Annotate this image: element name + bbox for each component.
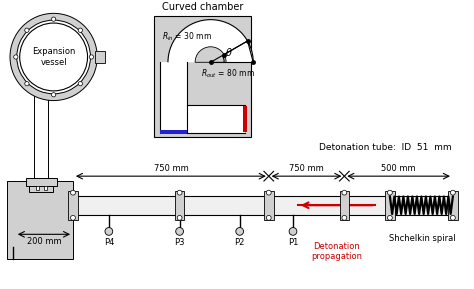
Bar <box>264 191 273 220</box>
Circle shape <box>289 227 297 235</box>
Bar <box>155 16 251 137</box>
Wedge shape <box>195 47 226 62</box>
Circle shape <box>52 17 56 21</box>
Text: $R_{in}$ = 30 mm: $R_{in}$ = 30 mm <box>162 31 212 43</box>
Text: Shchelkin spiral: Shchelkin spiral <box>389 234 455 243</box>
Bar <box>187 105 246 133</box>
Text: $R_{out}$ = 80 mm: $R_{out}$ = 80 mm <box>201 68 255 80</box>
Circle shape <box>105 227 113 235</box>
Circle shape <box>450 215 456 220</box>
Text: 500 mm: 500 mm <box>381 164 416 173</box>
Text: θ: θ <box>226 49 232 58</box>
Text: 750 mm: 750 mm <box>289 164 324 173</box>
Wedge shape <box>10 13 97 101</box>
Circle shape <box>78 28 82 32</box>
Text: 750 mm: 750 mm <box>154 164 188 173</box>
Circle shape <box>14 55 18 59</box>
Circle shape <box>52 93 56 97</box>
Circle shape <box>177 190 182 195</box>
Circle shape <box>71 190 75 195</box>
Circle shape <box>266 215 271 220</box>
Bar <box>160 62 187 133</box>
Circle shape <box>177 215 182 220</box>
Circle shape <box>236 227 244 235</box>
Circle shape <box>71 215 75 220</box>
Text: Expansion
vessel: Expansion vessel <box>32 47 75 67</box>
Bar <box>95 51 105 63</box>
Bar <box>175 191 184 220</box>
Bar <box>29 186 53 192</box>
Circle shape <box>387 190 392 195</box>
Bar <box>160 130 187 134</box>
Text: P1: P1 <box>288 238 298 247</box>
Circle shape <box>89 55 93 59</box>
Text: Detonation
propagation: Detonation propagation <box>311 242 362 262</box>
Circle shape <box>25 28 29 32</box>
Text: P3: P3 <box>174 238 185 247</box>
Text: Detonation tube:  ID  51  mm: Detonation tube: ID 51 mm <box>319 143 451 152</box>
Circle shape <box>25 81 29 86</box>
Circle shape <box>176 227 183 235</box>
Circle shape <box>78 81 82 86</box>
Text: 200 mm: 200 mm <box>27 237 61 246</box>
Bar <box>68 191 78 220</box>
Circle shape <box>342 190 347 195</box>
Circle shape <box>266 190 271 195</box>
Circle shape <box>450 190 456 195</box>
Bar <box>73 196 453 215</box>
Text: P4: P4 <box>104 238 114 247</box>
Circle shape <box>342 215 347 220</box>
Bar <box>448 191 458 220</box>
Bar <box>34 94 48 181</box>
Bar <box>243 106 247 131</box>
Bar <box>26 178 56 186</box>
Circle shape <box>387 215 392 220</box>
Bar <box>36 186 39 190</box>
Text: P2: P2 <box>235 238 245 247</box>
Bar <box>7 181 73 259</box>
Circle shape <box>20 23 88 91</box>
Bar <box>339 191 349 220</box>
Wedge shape <box>168 20 253 62</box>
Bar <box>44 186 47 190</box>
Text: Curved chamber: Curved chamber <box>162 2 244 12</box>
Bar <box>385 191 395 220</box>
